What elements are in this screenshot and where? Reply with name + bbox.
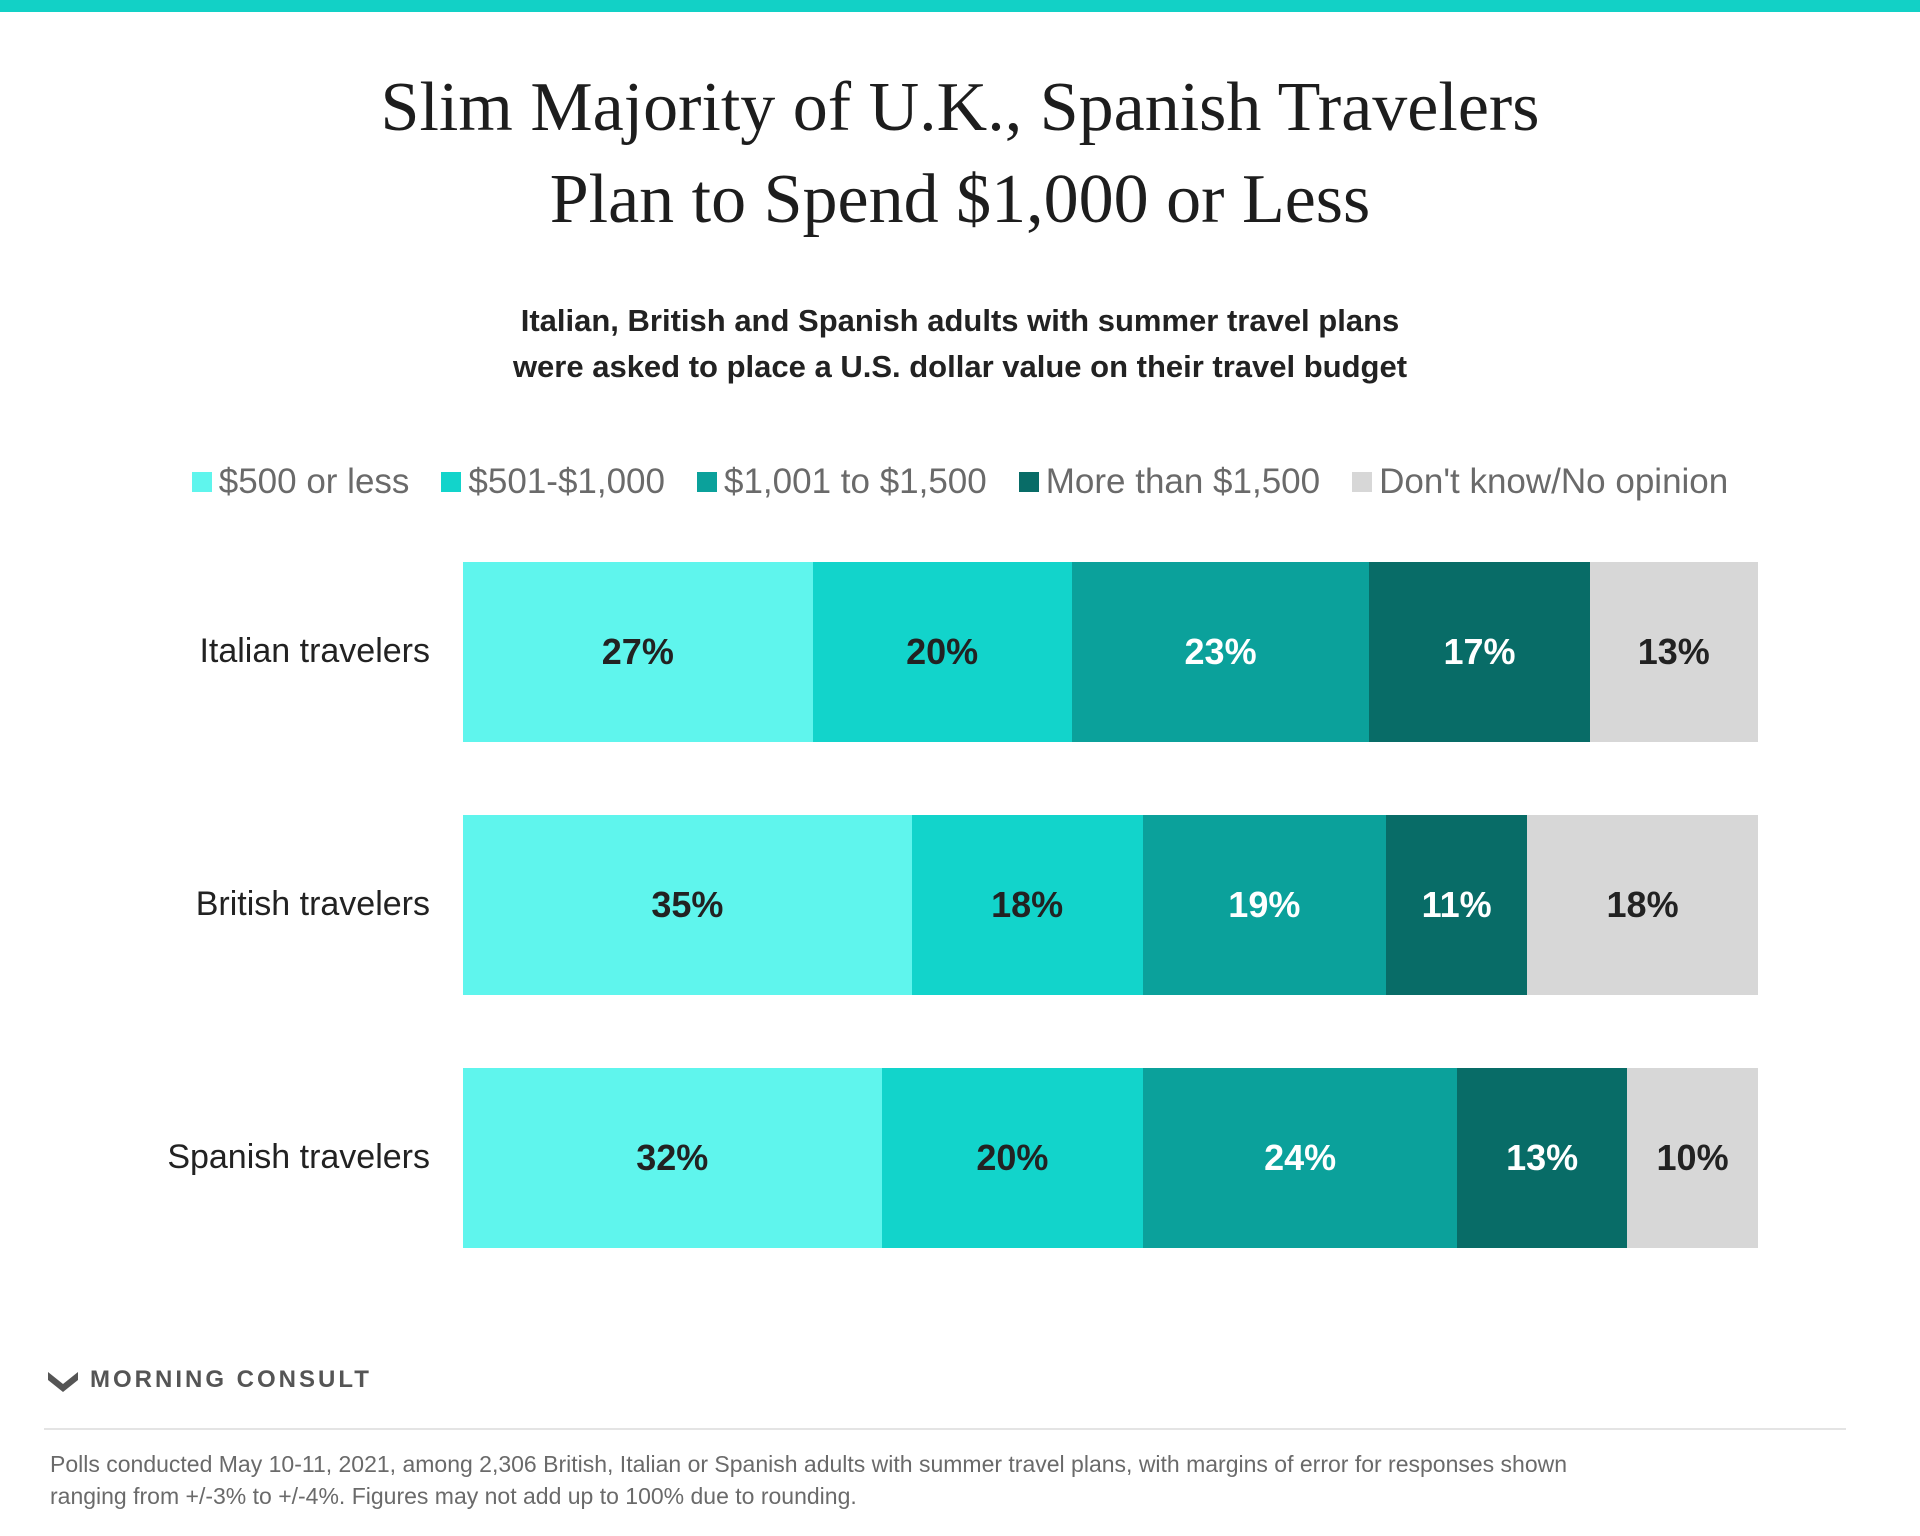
data-label: 13% [1506, 1137, 1579, 1178]
row-label: British travelers [195, 885, 430, 923]
legend-label: $501-$1,000 [468, 462, 665, 501]
legend-swatch [1018, 472, 1039, 492]
chart-legend: $500 or less $501-$1,000 $1,001 to $1,500 M… [0, 462, 1920, 502]
footnote-line-1: Polls conducted May 10-11, 2021, among 2… [50, 1451, 1568, 1477]
legend-item: Don't know/No opinion [1352, 462, 1728, 502]
data-label: 11% [1421, 884, 1492, 925]
bar-segment: 18% [911, 815, 1143, 995]
chart-subtitle-line-1: Italian, British and Spanish adults with… [520, 303, 1400, 338]
data-label: 18% [991, 884, 1064, 925]
data-label: 20% [906, 631, 979, 672]
legend-item: $500 or less [191, 462, 410, 502]
footnote: Polls conducted May 10-11, 2021, among 2… [50, 1448, 1830, 1512]
bar-segment: 27% [463, 562, 813, 742]
bar-segment: 18% [1527, 815, 1758, 995]
chart-subtitle: Italian, British and Spanish adults with… [0, 298, 1920, 390]
data-label: 35% [651, 884, 724, 925]
bar-segment: 17% [1369, 562, 1590, 742]
bar-segment: 35% [463, 815, 912, 995]
legend-swatch [697, 472, 717, 492]
legend-item: $501-$1,000 [441, 462, 665, 502]
bar-segment: 20% [881, 1068, 1144, 1248]
bar-segment: 23% [1071, 562, 1370, 742]
chart-subtitle-line-2: were asked to place a U.S. dollar value … [512, 349, 1408, 384]
legend-swatch [191, 472, 212, 492]
bar-segment: 20% [812, 562, 1072, 742]
legend-label: $500 or less [218, 462, 410, 501]
bar-segment: 24% [1143, 1068, 1458, 1248]
top-accent-bar [0, 0, 1920, 12]
bar-segment: 11% [1386, 815, 1528, 995]
data-label: 13% [1637, 631, 1710, 672]
morning-consult-logo-icon [48, 1372, 78, 1392]
data-label: 23% [1184, 631, 1257, 672]
chart-title: Slim Majority of U.K., Spanish Travelers… [0, 62, 1920, 246]
chart-title-line-2: Plan to Spend $1,000 or Less [549, 161, 1371, 238]
bar-row: 27% 20% 23% 17% 13% [463, 562, 1758, 742]
legend-item: $1,001 to $1,500 [697, 462, 987, 502]
data-label: 18% [1606, 884, 1679, 925]
data-label: 19% [1228, 884, 1301, 925]
bar-row: 35% 18% 19% 11% 18% [463, 815, 1758, 995]
legend-swatch [441, 472, 462, 492]
footnote-line-2: ranging from +/-3% to +/-4%. Figures may… [50, 1483, 857, 1509]
data-label: 27% [601, 631, 674, 672]
chart-title-line-1: Slim Majority of U.K., Spanish Travelers [380, 69, 1540, 146]
data-label: 32% [636, 1137, 709, 1178]
bar-segment: 32% [463, 1068, 882, 1248]
legend-label: Don't know/No opinion [1379, 462, 1729, 501]
legend-swatch [1352, 472, 1373, 492]
morning-consult-logo: MORNING CONSULT [48, 1366, 372, 1394]
morning-consult-logo-text: MORNING CONSULT [90, 1366, 372, 1393]
bar-segment: 13% [1457, 1068, 1628, 1248]
data-label: 10% [1656, 1137, 1729, 1178]
bar-segment: 10% [1627, 1068, 1758, 1248]
bar-segment: 13% [1589, 562, 1758, 742]
data-label: 24% [1264, 1137, 1337, 1178]
legend-item: More than $1,500 [1018, 462, 1321, 502]
bar-segment: 19% [1142, 815, 1387, 995]
legend-label: More than $1,500 [1045, 462, 1321, 501]
footer-divider [44, 1428, 1846, 1430]
data-label: 17% [1443, 631, 1516, 672]
bar-row: 32% 20% 24% 13% 10% [463, 1068, 1758, 1248]
legend-label: $1,001 to $1,500 [724, 462, 987, 501]
data-label: 20% [976, 1137, 1049, 1178]
row-label: Italian travelers [199, 632, 430, 670]
row-label: Spanish travelers [167, 1138, 430, 1176]
